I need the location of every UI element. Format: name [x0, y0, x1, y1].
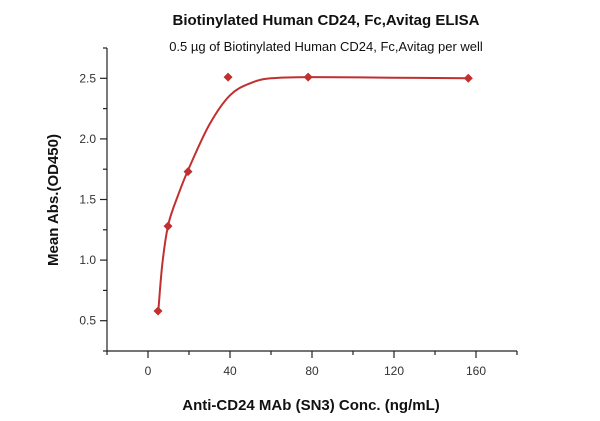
data-point [223, 72, 233, 82]
data-point [303, 72, 313, 82]
x-tick-label: 120 [384, 364, 404, 378]
y-tick-label: 2.5 [79, 71, 96, 85]
fit-curve [157, 76, 469, 315]
data-point [153, 306, 163, 316]
y-axis-label: Mean Abs.(OD450) [45, 134, 62, 266]
data-point [183, 167, 193, 177]
data-point [163, 221, 173, 231]
y-tick-label: 1.5 [79, 193, 96, 207]
axes: 0 40 80 120 160 0.5 1.0 1.5 2.0 2.5 [79, 47, 518, 378]
chart-subtitle: 0.5 µg of Biotinylated Human CD24, Fc,Av… [169, 39, 483, 54]
y-tick-label: 1.0 [79, 253, 96, 267]
x-tick-label: 0 [145, 364, 152, 378]
chart-title: Biotinylated Human CD24, Fc,Avitag ELISA [173, 12, 480, 29]
x-axis-label: Anti-CD24 MAb (SN3) Conc. (ng/mL) [182, 397, 439, 414]
y-tick-label: 0.5 [79, 314, 96, 328]
plot-area [153, 72, 473, 316]
x-tick-label: 160 [466, 364, 486, 378]
x-tick-label: 80 [305, 364, 319, 378]
x-tick-label: 40 [223, 364, 237, 378]
data-point [463, 73, 473, 83]
y-tick-label: 2.0 [79, 132, 96, 146]
